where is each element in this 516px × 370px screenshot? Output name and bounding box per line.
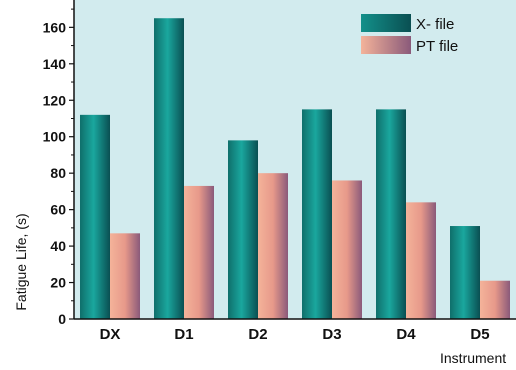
bar-d2-pt-file <box>258 173 288 319</box>
y-tick-label: 40 <box>50 238 66 254</box>
x-axis-tick-labels: DX D1 D2 D3 D4 D5 <box>100 326 490 343</box>
y-tick-label: 0 <box>58 311 66 327</box>
x-tick-label: D5 <box>470 326 489 343</box>
y-tick-label: 140 <box>43 56 67 72</box>
bar-d4-x-file <box>376 109 406 319</box>
bar-d2-x-file <box>228 140 258 319</box>
bar-d1-pt-file <box>184 185 214 319</box>
plot-background <box>74 0 516 319</box>
bar-d5-x-file <box>450 226 480 319</box>
bar-dx-pt-file <box>110 233 140 319</box>
y-tick-label: 20 <box>50 275 66 291</box>
x-tick-label: D1 <box>174 326 193 343</box>
legend-swatch-pt-file <box>361 36 411 54</box>
y-axis-ticks: 0 20 40 60 80 100 120 140 160 <box>43 8 74 327</box>
legend: X- file PT file <box>361 14 458 55</box>
x-tick-label: D2 <box>248 326 267 343</box>
bar-d1-x-file <box>154 18 184 319</box>
y-tick-label: 60 <box>50 202 66 218</box>
x-tick-label: D3 <box>322 326 341 343</box>
x-tick-label: DX <box>100 326 121 343</box>
x-tick-label: D4 <box>396 326 416 343</box>
legend-swatch-x-file <box>361 14 411 32</box>
bars <box>80 18 510 319</box>
bar-d3-pt-file <box>332 180 362 319</box>
bar-d3-x-file <box>302 109 332 319</box>
y-tick-label: 160 <box>43 19 67 35</box>
bar-dx-x-file <box>80 114 110 319</box>
x-axis-title: Instrument <box>440 350 506 366</box>
y-axis-title: Fatigue Life, (s) <box>13 213 29 310</box>
y-tick-label: 120 <box>43 92 67 108</box>
y-tick-label: 80 <box>50 165 66 181</box>
legend-label-pt-file: PT file <box>416 38 458 55</box>
bar-d5-pt-file <box>480 280 510 319</box>
legend-label-x-file: X- file <box>416 16 454 33</box>
y-tick-label: 100 <box>43 129 67 145</box>
bar-d4-pt-file <box>406 202 436 319</box>
